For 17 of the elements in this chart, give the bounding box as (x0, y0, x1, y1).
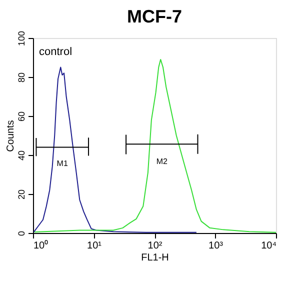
y-tick-label: 40 (16, 150, 26, 161)
y-axis-title: Counts (6, 120, 16, 152)
y-tick-label: 20 (16, 189, 26, 200)
x-tick-label: 10⁴ (261, 240, 276, 252)
y-tick-label: 100 (16, 30, 26, 46)
chart-title: MCF-7 (127, 6, 182, 26)
annotation: M2 (156, 156, 168, 166)
x-tick-label: 10² (148, 240, 163, 252)
y-tick-label: 80 (16, 72, 26, 83)
annotation: M1 (56, 158, 68, 168)
y-tick-label: 60 (16, 111, 26, 122)
y-tick-label: 0 (16, 230, 26, 236)
annotation: control (39, 46, 72, 58)
x-tick-label: 10⁰ (34, 240, 49, 252)
x-tick-label: 10³ (208, 240, 224, 252)
x-tick-label: 10¹ (87, 240, 102, 252)
x-axis-title: FL1-H (141, 252, 169, 264)
